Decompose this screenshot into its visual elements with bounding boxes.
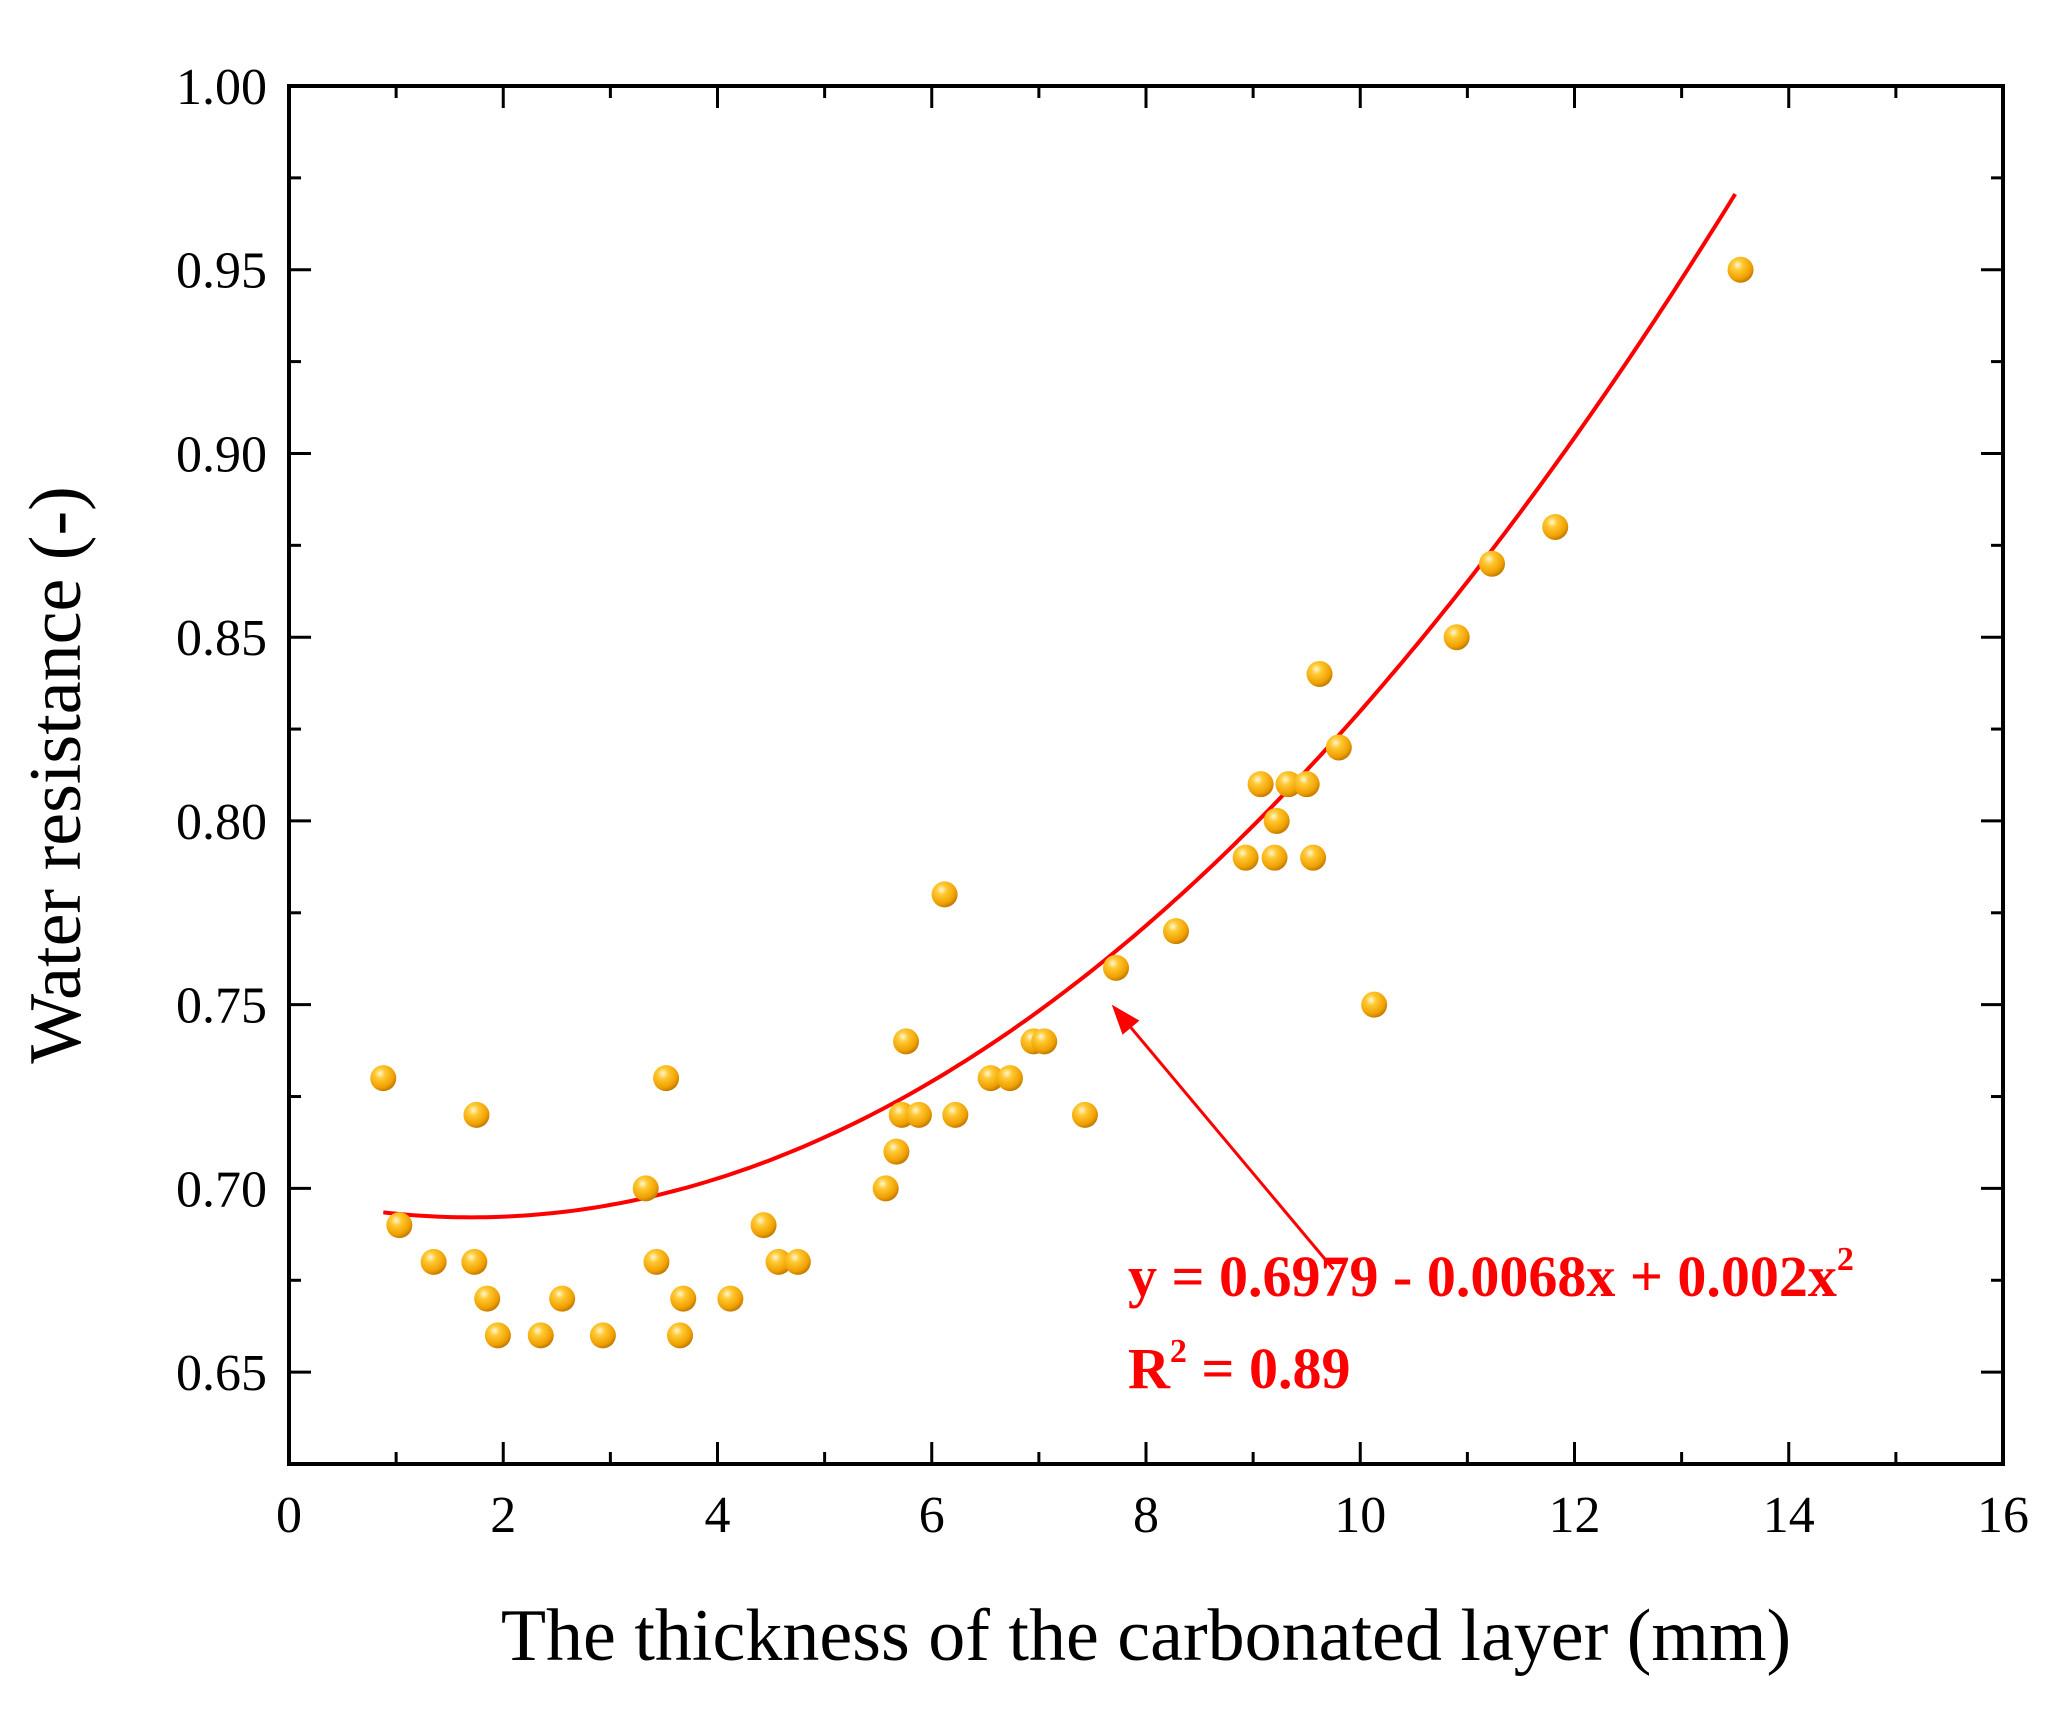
annotation-arrow-head [1111, 1004, 1140, 1035]
data-point [1293, 771, 1320, 798]
data-point [670, 1285, 697, 1312]
data-point [717, 1285, 744, 1312]
y-tick-label: 0.80 [176, 794, 267, 851]
data-point [463, 1101, 490, 1128]
data-point [1247, 771, 1274, 798]
data-point [461, 1248, 488, 1275]
data-point [1542, 513, 1569, 540]
x-tick-label: 14 [1763, 1487, 1815, 1544]
x-tick-label: 0 [276, 1487, 302, 1544]
data-point [1325, 734, 1352, 761]
fit-equation: y = 0.6979 - 0.0068x + 0.002x2 [1128, 1241, 1854, 1309]
plot-frame [287, 84, 2005, 1466]
data-point [784, 1248, 811, 1275]
r-squared-value: = 0.89 [1187, 1336, 1351, 1401]
data-point [1031, 1028, 1058, 1055]
r-squared-r: R [1128, 1336, 1171, 1401]
data-point [893, 1028, 920, 1055]
data-point [549, 1285, 576, 1312]
data-point [765, 1248, 792, 1275]
data-point [1443, 624, 1470, 651]
data-point [1071, 1101, 1098, 1128]
data-point [386, 1212, 413, 1239]
y-tick-label: 0.95 [176, 243, 267, 300]
y-tick-label: 0.90 [176, 426, 267, 483]
fit-equation-superscript: 2 [1837, 1241, 1854, 1278]
r-squared-superscript: 2 [1170, 1333, 1187, 1370]
data-point [370, 1065, 397, 1092]
data-point [1263, 807, 1290, 834]
y-tick-label: 0.85 [176, 610, 267, 667]
x-tick-label: 6 [919, 1487, 945, 1544]
fit-equation-main: y = 0.6979 - 0.0068x + 0.002x [1128, 1244, 1837, 1309]
annotation-arrow-line [1129, 1026, 1335, 1271]
fit-curve [383, 192, 1737, 1220]
data-point [1727, 256, 1754, 283]
y-tick-label: 0.65 [176, 1345, 267, 1402]
x-axis-title: The thickness of the carbonated layer (m… [501, 1595, 1791, 1677]
data-point [1103, 954, 1130, 981]
data-point [1479, 550, 1506, 577]
tick-labels: 0 2 4 6 8 10 12 14 16 0.65 0.70 0.75 0.80 0.85 0.90 0.9… [176, 59, 2029, 1544]
data-point [589, 1322, 616, 1349]
data-point [484, 1322, 511, 1349]
data-point [942, 1101, 969, 1128]
data-point [474, 1285, 501, 1312]
data-point [883, 1138, 910, 1165]
data-point [653, 1065, 680, 1092]
data-point [750, 1212, 777, 1239]
plot-area [289, 86, 2003, 1464]
data-point [1306, 660, 1333, 687]
data-point [977, 1065, 1004, 1092]
data-point [1162, 918, 1189, 945]
y-tick-label: 0.70 [176, 1161, 267, 1218]
data-point [996, 1065, 1023, 1092]
data-point [1361, 991, 1388, 1018]
fit-annotation: y = 0.6979 - 0.0068x + 0.002x2 R2 = 0.89 [1111, 1004, 1854, 1401]
x-tick-label: 4 [705, 1487, 731, 1544]
y-axis-title: Water resistance (-) [15, 486, 97, 1063]
x-tick-label: 12 [1549, 1487, 1601, 1544]
y-tick-label: 1.00 [176, 59, 267, 116]
data-point [1300, 844, 1327, 871]
x-tick-label: 16 [1977, 1487, 2029, 1544]
data-points [370, 256, 1754, 1349]
data-point [1232, 844, 1259, 871]
x-tick-label: 8 [1133, 1487, 1159, 1544]
data-point [931, 881, 958, 908]
data-point [420, 1248, 447, 1275]
x-tick-label: 10 [1334, 1487, 1386, 1544]
data-point [667, 1322, 694, 1349]
x-tick-label: 2 [490, 1487, 516, 1544]
data-point [632, 1175, 659, 1202]
data-point [872, 1175, 899, 1202]
y-tick-label: 0.75 [176, 978, 267, 1035]
data-point [1261, 844, 1288, 871]
r-squared: R2 = 0.89 [1128, 1333, 1350, 1401]
data-point [643, 1248, 670, 1275]
data-point [527, 1322, 554, 1349]
data-point [905, 1101, 932, 1128]
data-point [1275, 771, 1302, 798]
